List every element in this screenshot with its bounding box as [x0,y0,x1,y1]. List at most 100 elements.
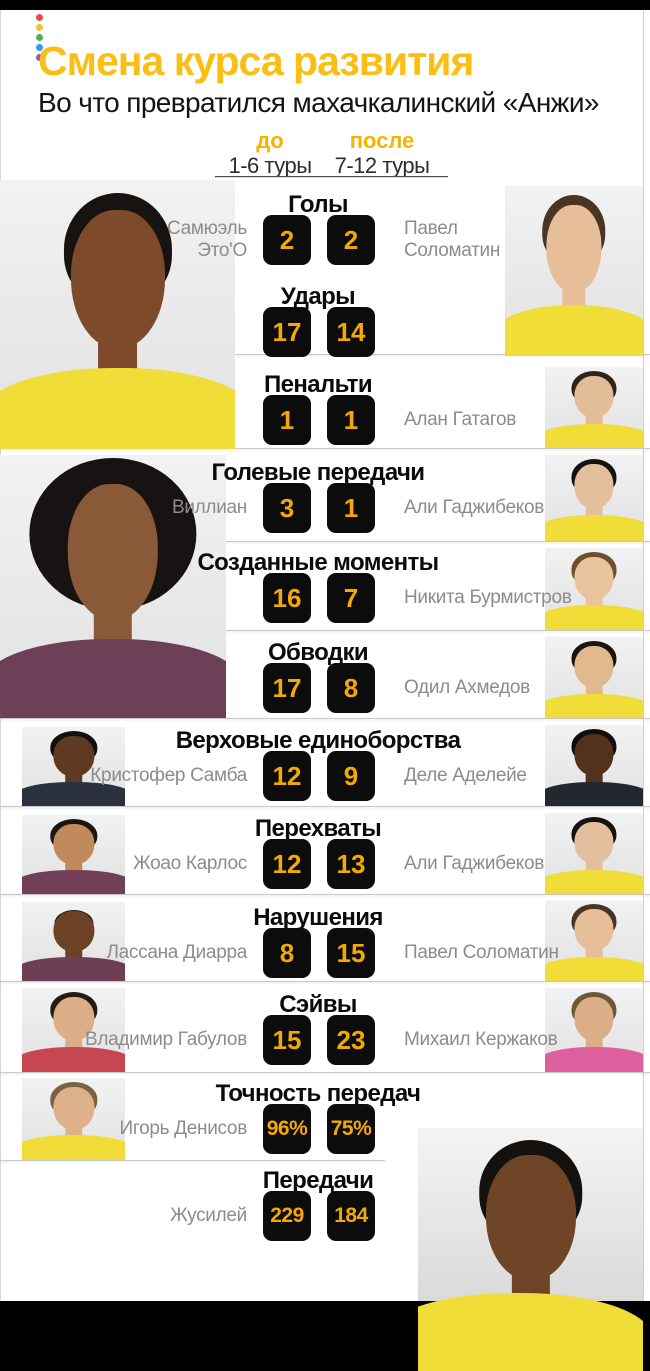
divider [0,541,650,542]
page-title: Смена курса развития [38,38,474,84]
value-before: 12 [263,839,311,889]
stat-row-shots: Удары 17 14 [0,283,650,373]
player-name-right: Одил Ахмедов [404,677,530,699]
divider [0,894,650,895]
value-after: 184 [327,1191,375,1241]
stat-row-saves: Сэйвы 15 23 Владимир Габулов Михаил Керж… [0,991,650,1081]
sportsru-logo[interactable]: sports.ru [36,14,179,61]
value-before: 16 [263,573,311,623]
player-name-right [404,307,614,357]
photo-lassana-diarra [22,902,125,981]
photo-ali-gadzhibekov [545,455,643,541]
photo-jucilei [418,1128,643,1371]
player-name-left [55,573,247,623]
photo-mikhail-kerzhakov [545,988,643,1072]
value-before: 2 [263,215,311,265]
logo-dots-icon [36,14,43,61]
value-before: 8 [263,928,311,978]
stat-row-fouls: Нарушения 8 15 Лассана Диарра Павел Соло… [0,904,650,994]
player-name-right: Али Гаджибеков [404,853,545,875]
value-after: 9 [327,751,375,801]
stat-title: Нарушения [253,904,383,931]
value-after: 14 [327,307,375,357]
photo-odil-akhmedov [545,637,643,718]
photo-christopher-samba [22,727,125,806]
value-before: 17 [263,307,311,357]
photo-vladimir-gabulov [22,988,125,1072]
player-name-right: Михаил Кержаков [404,1029,558,1051]
photo-igor-denisov [22,1078,125,1160]
player-name-right: Павел Соломатин [404,942,559,964]
stat-title: Пенальти [263,371,373,398]
photo-willian [0,455,226,718]
stat-title: Сэйвы [279,991,357,1018]
player-name-right: Алан Гатагов [404,409,517,431]
column-header-after: после 7-12 туры [334,130,430,177]
stat-row-pass-accuracy: Точность передач 96% 75% Игорь Денисов [0,1080,650,1170]
stat-row-interceptions: Перехваты 12 13 Жоао Карлос Али Гаджибек… [0,815,650,905]
photo-ali-gadzhibekov-2 [545,813,643,894]
photo-samuel-etoo [0,180,235,449]
stat-title: Обводки [267,639,369,666]
right-frame-line [643,0,644,1301]
stat-row-passes: Передачи 229 184 Жусилей [0,1167,650,1257]
divider [0,1072,650,1073]
value-after: 2 [327,215,375,265]
divider [235,354,650,355]
top-black-bar [0,0,650,10]
divider [0,1160,385,1161]
value-before: 96% [263,1104,311,1154]
photo-pavel-solomatin-2 [545,900,643,981]
player-name-right: Павел Соломатин [404,218,501,261]
stat-title: Голевые передачи [211,459,426,486]
divider [0,448,650,449]
value-after: 1 [327,395,375,445]
stat-row-dribbles: Обводки 17 8 Одил Ахмедов [0,639,650,729]
player-name-left: Лассана Диарра [106,942,248,964]
value-before: 12 [263,751,311,801]
photo-nikita-burmistrov [545,548,643,630]
page-subtitle: Во что превратился махачкалинский «Анжи» [38,87,599,118]
value-after: 13 [327,839,375,889]
stat-title: Передачи [262,1167,374,1194]
value-before: 229 [263,1191,311,1241]
photo-pavel-solomatin [505,186,643,356]
value-before: 17 [263,663,311,713]
stat-row-chances-created: Созданные моменты 16 7 Никита Бурмистров [0,549,650,639]
player-name-left [55,307,247,357]
stat-title: Перехваты [254,815,382,842]
value-after: 8 [327,663,375,713]
column-header-underline [215,176,448,177]
player-name-left [55,395,247,445]
stat-title: Удары [280,283,356,310]
divider [0,718,650,719]
player-name-right: Али Гаджибеков [404,497,545,519]
stat-title: Точность передач [215,1080,421,1107]
player-name-left: Виллиан [171,497,247,519]
photo-joao-carlos [22,815,125,894]
stat-row-penalties: Пенальти 1 1 Алан Гатагов [0,371,650,461]
logo-wordmark: sports.ru [53,20,179,54]
value-after: 1 [327,483,375,533]
player-name-left: Владимир Габулов [84,1029,247,1051]
stat-title: Голы [288,191,348,218]
divider [0,630,650,631]
player-name-left [55,663,247,713]
after-rounds: 7-12 туры [334,153,430,178]
stat-title: Созданные моменты [197,549,439,576]
player-name-right: Никита Бурмистров [404,587,572,609]
stat-title: Верховые единоборства [175,727,461,754]
value-before: 15 [263,1015,311,1065]
value-after: 23 [327,1015,375,1065]
after-label: после [349,128,415,153]
value-before: 1 [263,395,311,445]
stat-row-goals: Голы 2 2 Самюэль Это'О Павел Соломатин [0,191,650,281]
player-name-left: Жоао Карлос [133,853,247,875]
value-after: 15 [327,928,375,978]
column-header-before: до 1-6 туры [222,130,318,177]
before-rounds: 1-6 туры [228,153,312,178]
before-label: до [256,128,284,153]
player-name-left: Кристофер Самба [90,765,247,787]
divider [0,806,650,807]
player-name-left: Самюэль Это'О [167,218,247,261]
